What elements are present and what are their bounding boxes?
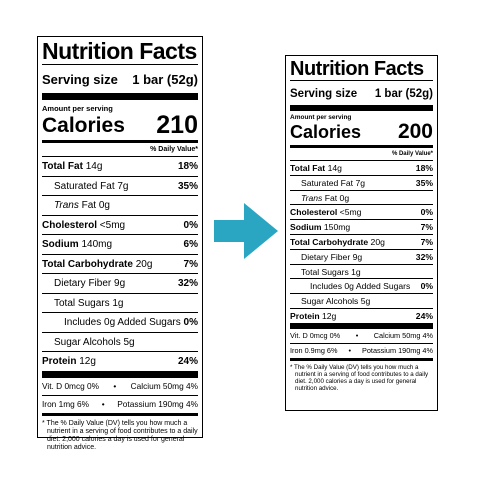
thick-divider: [42, 370, 198, 378]
cholesterol-row: Cholesterol <5mg 0%: [42, 214, 198, 235]
protein-row: Protein 12g 24%: [290, 307, 433, 323]
divider: [42, 64, 198, 65]
added-sugars-row: Includes 0g Added Sugars 0%: [290, 278, 433, 293]
label-title: Nutrition Facts: [290, 58, 424, 80]
serving-size-row: Serving size 1 bar (52g): [290, 86, 433, 102]
amount-per-serving: Amount per serving: [290, 114, 352, 121]
divider: [290, 80, 433, 81]
trans-fat-row: Trans Fat 0g: [42, 195, 198, 215]
sugar-alcohols-row: Sugar Alcohols 5g: [42, 331, 198, 352]
footnote: * The % Daily Value (DV) tells you how m…: [290, 363, 429, 393]
thick-divider: [290, 105, 433, 111]
thick-divider: [290, 322, 433, 329]
total-fat-row: Total Fat 14g 18%: [42, 156, 198, 176]
calories-label: Calories: [42, 114, 125, 137]
total-carbohydrate-row: Total Carbohydrate 20g 7%: [42, 253, 198, 274]
vitamin-row-2: Iron 0.9mg 6% • Potassium 190mg 4%: [290, 342, 433, 358]
medium-divider: [42, 140, 198, 143]
sodium-row: Sodium 150mg 7%: [290, 219, 433, 234]
saturated-fat-row: Saturated Fat 7g 35%: [290, 174, 433, 190]
total-sugars-row: Total Sugars 1g: [42, 292, 198, 313]
sugar-alcohols-row: Sugar Alcohols 5g: [290, 293, 433, 308]
calories-row: Calories 200: [290, 121, 433, 142]
dietary-fiber-row: Dietary Fiber 9g 32%: [42, 273, 198, 293]
daily-value-header: % Daily Value*: [391, 151, 433, 157]
nutrition-label-after: Nutrition Facts Serving size 1 bar (52g)…: [285, 55, 438, 411]
bullet: •: [101, 398, 105, 409]
vitamin-row-1: Vit. D 0mcg 0% • Calcium 50mg 4%: [42, 378, 198, 395]
nutrition-label-before: Nutrition Facts Serving size 1 bar (52g)…: [37, 36, 203, 451]
medium-divider: [290, 357, 433, 361]
vitamin-row-2: Iron 1mg 6% • Potassium 190mg 4%: [42, 394, 198, 413]
serving-size-value: 1 bar (52g): [374, 88, 433, 100]
total-sugars-row: Total Sugars 1g: [290, 263, 433, 279]
daily-value-header: % Daily Value*: [150, 146, 198, 153]
thick-divider: [42, 93, 198, 100]
dietary-fiber-row: Dietary Fiber 9g 32%: [290, 248, 433, 264]
bullet: •: [113, 380, 117, 391]
trans-fat-row: Trans Fat 0g: [290, 189, 433, 205]
vitamin-row-1: Vit. D 0mcg 0% • Calcium 50mg 4%: [290, 329, 433, 343]
added-sugars-row: Includes 0g Added Sugars 0%: [42, 312, 198, 332]
protein-row: Protein 12g 24%: [42, 351, 198, 371]
right-arrow-icon: [214, 203, 278, 259]
total-carbohydrate-row: Total Carbohydrate 20g 7%: [290, 233, 433, 249]
serving-size-label: Serving size: [290, 88, 358, 100]
bullet: •: [355, 330, 359, 340]
amount-per-serving: Amount per serving: [42, 104, 113, 113]
total-fat-row: Total Fat 14g 18%: [290, 160, 433, 175]
saturated-fat-row: Saturated Fat 7g 35%: [42, 175, 198, 196]
calories-value: 200: [397, 120, 433, 143]
cholesterol-row: Cholesterol <5mg 0%: [290, 204, 433, 219]
calories-value: 210: [156, 111, 198, 139]
serving-size-value: 1 bar (52g): [132, 72, 198, 87]
bullet: •: [348, 345, 352, 355]
calories-row: Calories 210: [42, 111, 198, 139]
footnote: * The % Daily Value (DV) tells you how m…: [42, 419, 198, 451]
serving-size-label: Serving size: [42, 72, 118, 87]
medium-divider: [42, 412, 198, 416]
label-title: Nutrition Facts: [42, 38, 197, 64]
serving-size-row: Serving size 1 bar (52g): [42, 71, 198, 89]
sodium-row: Sodium 140mg 6%: [42, 234, 198, 254]
calories-label: Calories: [290, 122, 362, 142]
medium-divider: [290, 145, 433, 148]
